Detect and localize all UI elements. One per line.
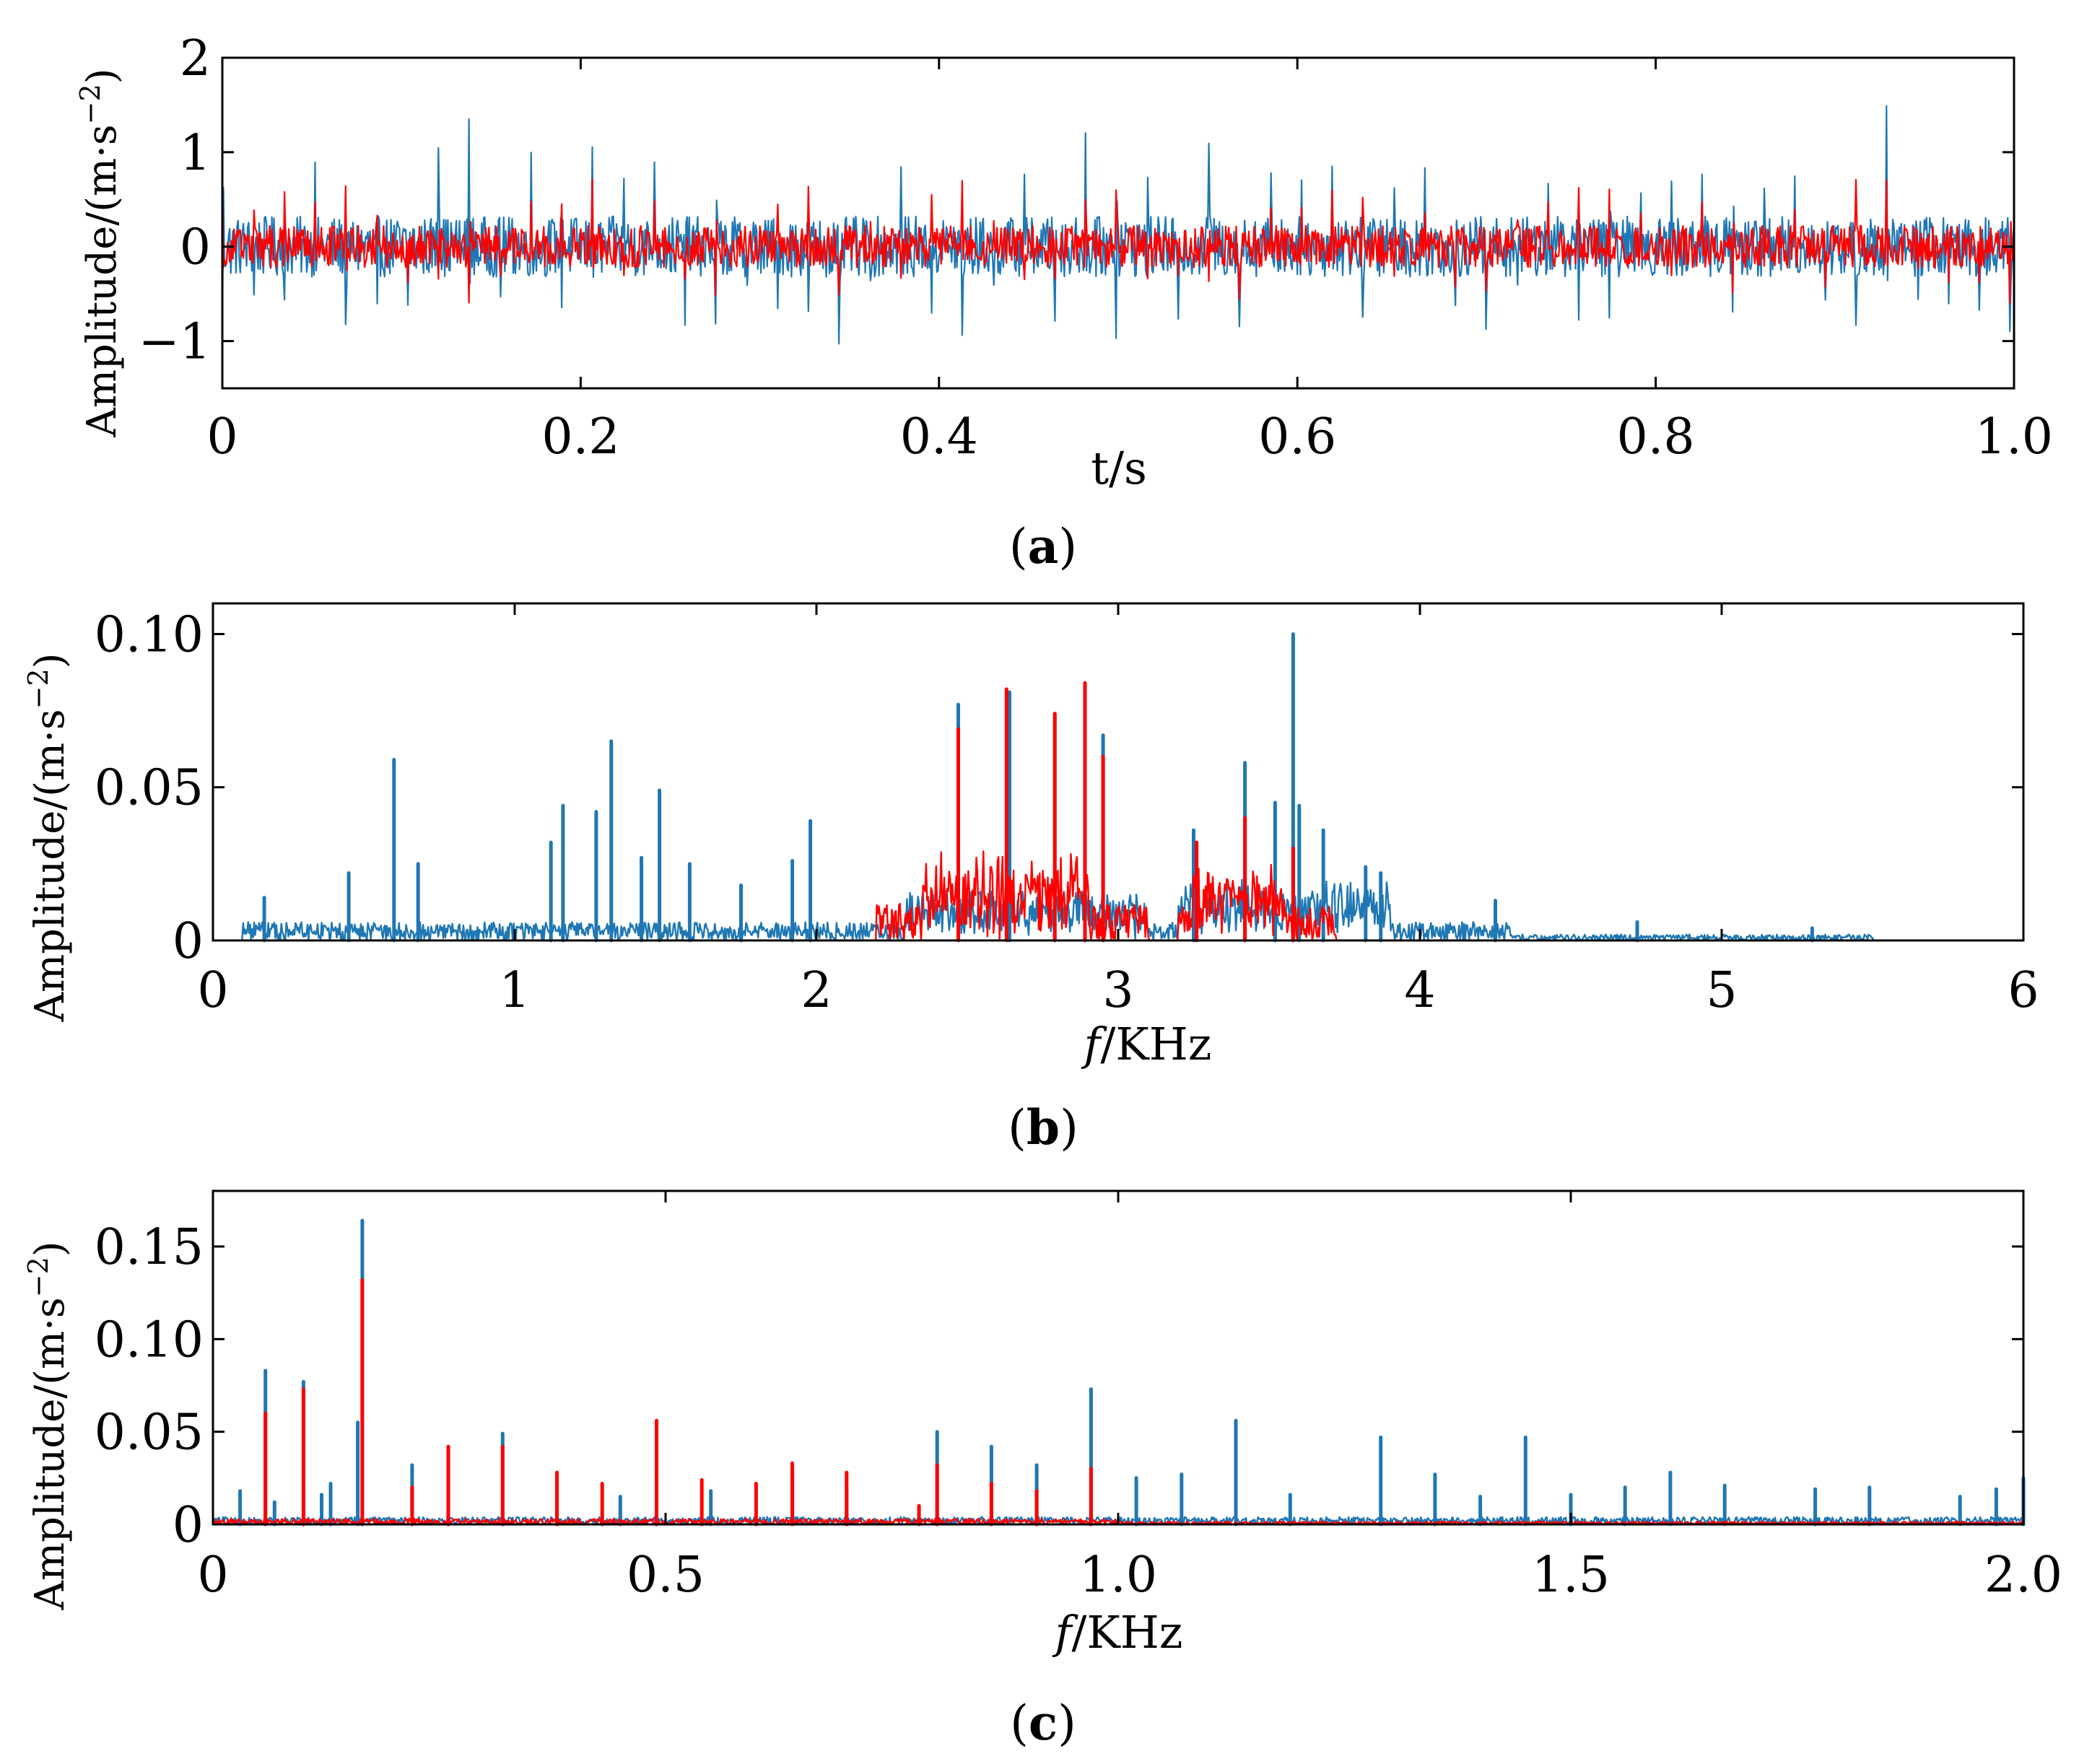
panel-c-envelope-spectrum: 0 0.5 1.0 1.5 2.0 0 0.05 0.10 0.15 f/KHz Amplitu…	[22, 1189, 2062, 1751]
panel-a-ticks: 0 0.2 0.4 0.6 0.8 1.0 −1 0 1 2	[139, 30, 2053, 466]
y-tick-label: −1	[139, 314, 211, 371]
x-tick-label: 0.5	[627, 1547, 705, 1604]
y-tick-label: 0	[173, 1497, 204, 1554]
panel-b-x-axis-label: f/KHz	[1081, 1018, 1212, 1070]
x-tick-label: 2	[801, 962, 832, 1019]
y-tick-label: 0	[180, 219, 211, 276]
panel-b-spectrum: 0 1 2 3 4 5 6 0 0.05 0.10 f/KHz Amplitude/(m·s−2)…	[22, 602, 2039, 1156]
panel-c-caption: (c)	[1010, 1695, 1076, 1751]
x-tick-label: 0.8	[1617, 409, 1695, 466]
series-line-red-signal	[221, 178, 2015, 304]
x-tick-label: 0	[197, 962, 228, 1019]
x-tick-label: 2.0	[1984, 1547, 2062, 1604]
panel-a-axes-frame	[221, 56, 2015, 390]
x-tick-label: 3	[1102, 962, 1133, 1019]
panel-b-y-axis-label: Amplitude/(m·s−2)	[22, 652, 74, 1022]
panel-c-x-axis-label: f/KHz	[1052, 1606, 1183, 1659]
panel-b-ticks: 0 1 2 3 4 5 6 0 0.05 0.10	[95, 603, 2039, 1019]
x-tick-label: 5	[1706, 962, 1737, 1019]
x-tick-label: 4	[1404, 962, 1435, 1019]
panel-a-plot-area	[221, 105, 2015, 345]
y-tick-label: 0.05	[95, 760, 204, 817]
y-tick-label: 0.05	[95, 1405, 204, 1462]
x-tick-label: 1.5	[1532, 1547, 1610, 1604]
x-tick-label: 0	[197, 1547, 228, 1604]
panel-b-caption: (b)	[1008, 1099, 1078, 1156]
x-tick-label: 0.4	[900, 409, 978, 466]
x-tick-label: 0	[206, 409, 237, 466]
y-tick-label: 0	[173, 913, 204, 970]
y-tick-label: 2	[180, 30, 211, 87]
panel-a-caption: (a)	[1009, 518, 1077, 575]
y-tick-label: 1	[180, 125, 211, 182]
x-tick-label: 0.6	[1258, 409, 1336, 466]
x-tick-label: 6	[2008, 962, 2039, 1019]
panel-a-time-signal: 0 0.2 0.4 0.6 0.8 1.0 −1 0 1 2 t/s Amplitude/(m·s…	[74, 30, 2053, 575]
x-tick-label: 1.0	[1975, 409, 2053, 466]
panel-c-y-axis-label: Amplitude/(m·s−2)	[22, 1241, 74, 1610]
panel-a-x-axis-label: t/s	[1091, 442, 1147, 494]
panel-a-y-axis-label: Amplitude/(m·s−2)	[74, 68, 126, 437]
y-tick-label: 0.10	[95, 1311, 204, 1368]
panel-c-ticks: 0 0.5 1.0 1.5 2.0 0 0.05 0.10 0.15	[95, 1191, 2062, 1604]
x-tick-label: 1.0	[1079, 1547, 1157, 1604]
x-tick-label: 0.2	[541, 409, 619, 466]
x-tick-label: 1	[499, 962, 530, 1019]
y-tick-label: 0.10	[95, 606, 204, 663]
y-tick-label: 0.15	[95, 1219, 204, 1276]
